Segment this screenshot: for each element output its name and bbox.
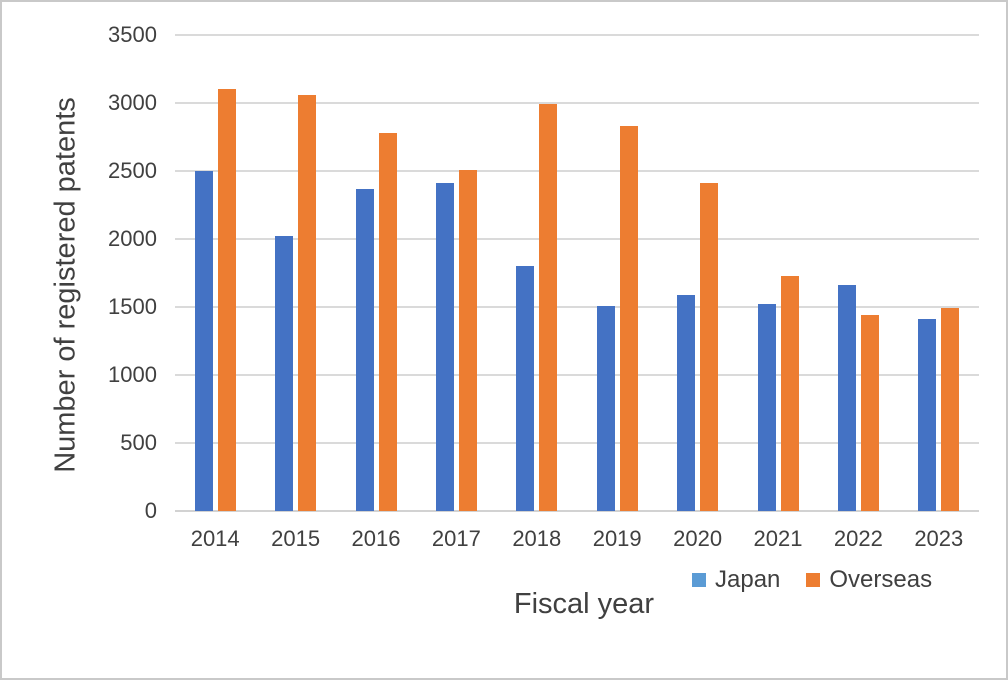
- legend-marker-japan: [692, 573, 706, 587]
- y-tick-label-2500: 2500: [108, 158, 157, 183]
- gridline-2000: [175, 238, 979, 240]
- x-tick-label-2017: 2017: [431, 526, 481, 551]
- legend-marker-overseas: [806, 573, 821, 587]
- bar-overseas-2021: [780, 275, 799, 511]
- legend-label-overseas: Overseas: [829, 566, 933, 593]
- x-axis-line: [175, 510, 979, 512]
- x-tick-label-2021: 2021: [753, 526, 803, 551]
- y-tick-label-3000: 3000: [108, 90, 157, 115]
- y-tick-label-0: 0: [144, 498, 157, 523]
- legend-item-overseas: Overseas: [806, 566, 932, 594]
- y-tick-label-1500: 1500: [108, 294, 157, 319]
- legend: Japan Overseas: [692, 566, 932, 594]
- gridline-1500: [175, 306, 979, 308]
- y-tick-label-2000: 2000: [108, 226, 157, 251]
- x-tick-label-2016: 2016: [351, 526, 401, 551]
- gridline-500: [175, 442, 979, 444]
- x-tick-label-2023: 2023: [914, 526, 964, 551]
- bar-overseas-2014: [217, 89, 236, 511]
- bar-japan-2020: [677, 294, 696, 511]
- x-tick-label-2020: 2020: [673, 526, 723, 551]
- bar-japan-2015: [275, 236, 294, 511]
- bar-overseas-2019: [619, 126, 638, 511]
- x-tick-label-2014: 2014: [190, 526, 240, 551]
- y-tick-label-500: 500: [120, 430, 157, 455]
- gridline-3500: [175, 34, 979, 36]
- y-tick-label-3500: 3500: [108, 22, 157, 47]
- bar-overseas-2020: [700, 183, 719, 511]
- x-tick-label-2019: 2019: [592, 526, 642, 551]
- y-tick-label-1000: 1000: [108, 362, 157, 387]
- x-tick-label-2015: 2015: [271, 526, 321, 551]
- y-axis-title: Number of registered patents: [49, 97, 82, 473]
- plot-area: [175, 34, 979, 512]
- bar-overseas-2018: [539, 104, 558, 511]
- gridline-2500: [175, 170, 979, 172]
- gridline-1000: [175, 374, 979, 376]
- bar-overseas-2017: [458, 169, 477, 511]
- legend-item-japan: Japan: [692, 566, 780, 594]
- x-tick-label-2022: 2022: [833, 526, 883, 551]
- bar-overseas-2016: [378, 132, 397, 511]
- bar-japan-2014: [194, 171, 213, 511]
- x-axis-title: Fiscal year: [513, 588, 655, 620]
- bar-japan-2022: [837, 285, 856, 511]
- bar-japan-2023: [918, 319, 937, 511]
- bar-japan-2017: [435, 183, 454, 511]
- gridline-3000: [175, 102, 979, 104]
- bar-japan-2021: [757, 304, 776, 511]
- bar-overseas-2022: [860, 315, 879, 511]
- bar-japan-2019: [596, 305, 615, 511]
- x-tick-label-2018: 2018: [512, 526, 562, 551]
- bar-overseas-2015: [298, 94, 317, 511]
- bar-japan-2018: [516, 266, 535, 511]
- bar-overseas-2023: [941, 308, 960, 511]
- bar-japan-2016: [355, 188, 374, 511]
- legend-label-japan: Japan: [715, 566, 781, 593]
